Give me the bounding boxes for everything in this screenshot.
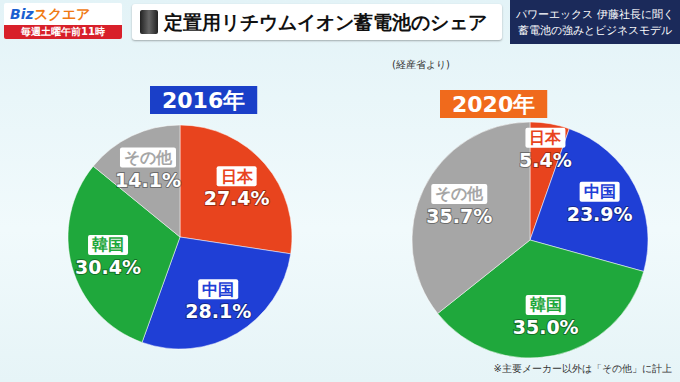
svg-text:35.0%: 35.0% [513, 316, 579, 338]
html-text:定置用リチウムイオン蓄電池のシェア: 定置用リチウムイオン蓄電池のシェア [164, 11, 487, 33]
svg-text:27.4%: 27.4% [204, 187, 270, 209]
html-text:毎週土曜午前11時: 毎週土曜午前11時 [21, 26, 105, 37]
svg-text:中国: 中国 [584, 182, 616, 201]
html-text:※主要メーカー以外は「その他」に計上: ※主要メーカー以外は「その他」に計上 [493, 363, 672, 374]
svg-text:30.4%: 30.4% [75, 256, 141, 278]
html-text:(経産省より): (経産省より) [392, 59, 450, 70]
svg-text:日本: 日本 [529, 128, 562, 147]
svg-text:5.4%: 5.4% [519, 149, 572, 171]
svg-text:28.1%: 28.1% [185, 300, 251, 322]
svg-text:2016年: 2016年 [162, 88, 245, 113]
svg-text:その他: その他 [435, 184, 484, 203]
html-text:パワーエックス 伊藤社長に聞く: パワーエックス 伊藤社長に聞く [516, 8, 674, 20]
svg-text:14.1%: 14.1% [115, 169, 181, 191]
svg-text:その他: その他 [124, 148, 173, 167]
svg-text:韓国: 韓国 [92, 235, 124, 254]
html-text:蓄電池の強みとビジネスモデル: 蓄電池の強みとビジネスモデル [518, 24, 672, 36]
svg-text:2020年: 2020年 [452, 92, 535, 117]
html-text:Bizスクエア: Bizスクエア [10, 6, 90, 22]
svg-text:韓国: 韓国 [530, 295, 562, 314]
svg-text:中国: 中国 [202, 280, 234, 299]
svg-text:35.7%: 35.7% [426, 205, 492, 227]
svg-text:日本: 日本 [221, 167, 254, 186]
svg-text:23.9%: 23.9% [567, 203, 633, 225]
